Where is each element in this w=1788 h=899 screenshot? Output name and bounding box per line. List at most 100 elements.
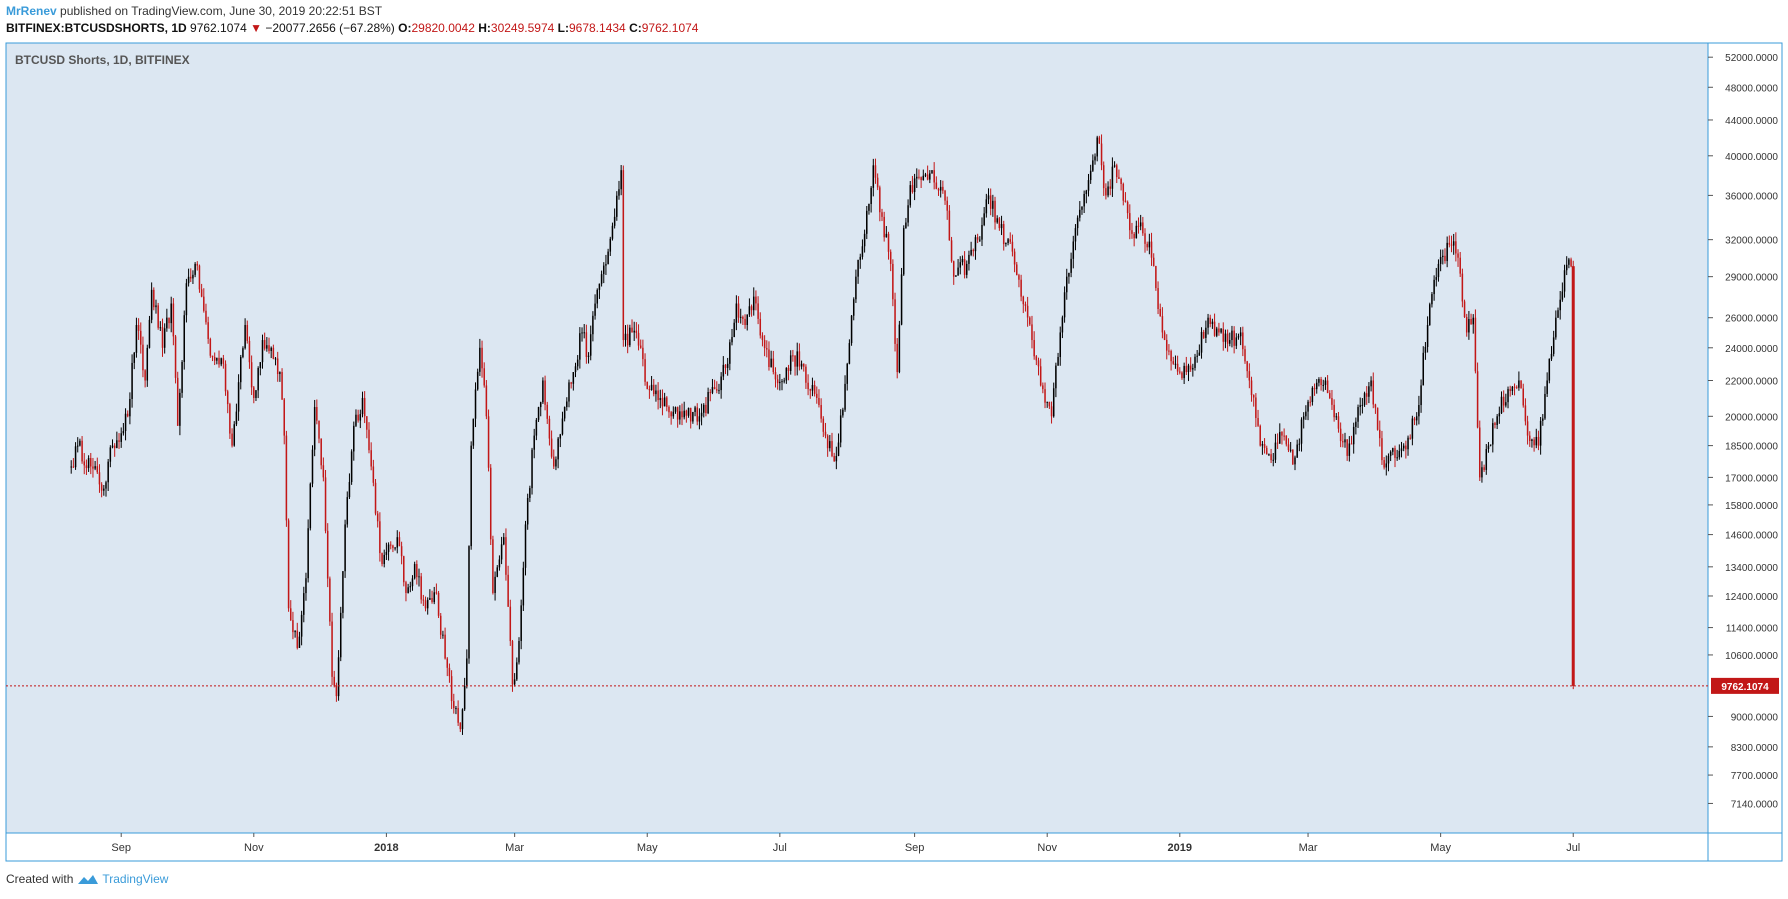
candle-body bbox=[1150, 241, 1153, 258]
candle-body bbox=[218, 357, 220, 365]
candle-body bbox=[344, 524, 346, 572]
tradingview-logo-icon[interactable] bbox=[77, 873, 99, 885]
candle-body bbox=[1531, 439, 1533, 441]
candle-body bbox=[392, 545, 394, 548]
candle-body bbox=[222, 358, 225, 364]
time-tick-label: May bbox=[1430, 842, 1451, 854]
candle-body bbox=[1337, 416, 1340, 429]
candle-body bbox=[916, 176, 918, 179]
candle-body bbox=[413, 564, 416, 579]
candle-body bbox=[779, 381, 781, 384]
price-ticks: 52000.0000 48000.0000 44000.0000 40000.0000… bbox=[1708, 53, 1778, 810]
candle-body bbox=[713, 387, 716, 390]
candle-body bbox=[1320, 379, 1322, 385]
candle-body bbox=[489, 467, 492, 540]
candle-body bbox=[357, 414, 359, 421]
candle-body bbox=[118, 440, 120, 442]
candle-body bbox=[1037, 360, 1040, 367]
candle-body bbox=[1085, 190, 1088, 194]
candle-body bbox=[613, 216, 616, 226]
candle-body bbox=[783, 380, 785, 382]
candle-body bbox=[187, 276, 190, 284]
candle-body bbox=[992, 200, 994, 209]
candle-body bbox=[746, 314, 748, 326]
candle-body bbox=[702, 404, 705, 413]
candle-body bbox=[1329, 393, 1331, 399]
candle-body bbox=[263, 340, 266, 349]
candle-body bbox=[946, 200, 948, 211]
candle-body bbox=[1570, 259, 1572, 267]
candle-body bbox=[133, 352, 136, 363]
candle-body bbox=[892, 263, 894, 300]
candle-body bbox=[870, 187, 872, 204]
candle-body bbox=[707, 392, 709, 414]
candle-body bbox=[996, 218, 998, 223]
candle-body bbox=[455, 708, 457, 710]
candle-body bbox=[1268, 454, 1270, 456]
candle-body bbox=[1496, 416, 1498, 425]
candle-body bbox=[474, 389, 477, 419]
candle-body bbox=[470, 445, 472, 547]
candle-body bbox=[655, 390, 657, 395]
candle-body bbox=[98, 472, 101, 485]
candle-body bbox=[616, 195, 618, 217]
candle-body bbox=[1285, 435, 1288, 445]
time-tick-label: Sep bbox=[905, 842, 925, 854]
candle-body bbox=[259, 362, 262, 368]
candle-body bbox=[605, 264, 607, 266]
candle-body bbox=[642, 347, 644, 360]
candle-body bbox=[209, 338, 212, 356]
candle-body bbox=[1020, 279, 1022, 297]
candle-body bbox=[1563, 270, 1566, 292]
candle-body bbox=[594, 303, 596, 316]
open-value: 29820.0042 bbox=[411, 21, 475, 35]
candle-body bbox=[1381, 438, 1383, 461]
candle-body bbox=[411, 578, 414, 587]
candle-body bbox=[109, 447, 112, 462]
candle-body bbox=[318, 420, 320, 439]
candle-body bbox=[1181, 372, 1183, 379]
time-tick-label: Jul bbox=[1566, 842, 1580, 854]
candle-body bbox=[879, 187, 881, 213]
candle-body bbox=[796, 351, 798, 367]
candle-body bbox=[1152, 257, 1155, 266]
candle-body bbox=[1048, 401, 1051, 407]
plot-area[interactable] bbox=[5, 42, 1709, 834]
candle-body bbox=[200, 289, 203, 297]
candle-body bbox=[1311, 387, 1314, 403]
candle-body bbox=[1446, 242, 1448, 262]
price-axis[interactable] bbox=[1707, 42, 1783, 834]
candle-body bbox=[626, 333, 629, 346]
candle-body bbox=[648, 389, 651, 391]
candle-body bbox=[885, 233, 888, 238]
candle-body bbox=[1102, 165, 1105, 189]
candle-body bbox=[1229, 340, 1231, 344]
candle-body bbox=[1500, 396, 1503, 414]
tradingview-brand-link[interactable]: TradingView bbox=[102, 872, 169, 886]
candle-body bbox=[479, 347, 481, 372]
candle-body bbox=[900, 274, 903, 325]
candle-body bbox=[1561, 291, 1564, 300]
candle-body bbox=[587, 355, 590, 357]
candle-body bbox=[1276, 442, 1279, 444]
candle-body bbox=[711, 387, 714, 393]
candle-body bbox=[1370, 380, 1372, 387]
candle-body bbox=[1002, 224, 1005, 245]
candle-body bbox=[542, 380, 544, 403]
candle-body bbox=[205, 310, 207, 323]
candle-body bbox=[889, 251, 892, 264]
candle-body bbox=[211, 355, 214, 358]
candle-body bbox=[1052, 388, 1055, 417]
time-axis[interactable] bbox=[5, 832, 1709, 862]
candle-body bbox=[231, 433, 233, 446]
author-link[interactable]: MrRenev bbox=[6, 4, 57, 18]
candle-body bbox=[802, 363, 805, 367]
candle-body bbox=[1315, 382, 1318, 390]
price-tick-label: 12400.0000 bbox=[1725, 592, 1778, 603]
candle-body bbox=[918, 176, 920, 178]
candle-body bbox=[246, 325, 249, 341]
ohlc-header: BITFINEX:BTCUSDSHORTS, 1D 9762.1074 ▼ −2… bbox=[6, 21, 698, 35]
candle-body bbox=[331, 621, 333, 677]
candle-body bbox=[983, 213, 985, 225]
